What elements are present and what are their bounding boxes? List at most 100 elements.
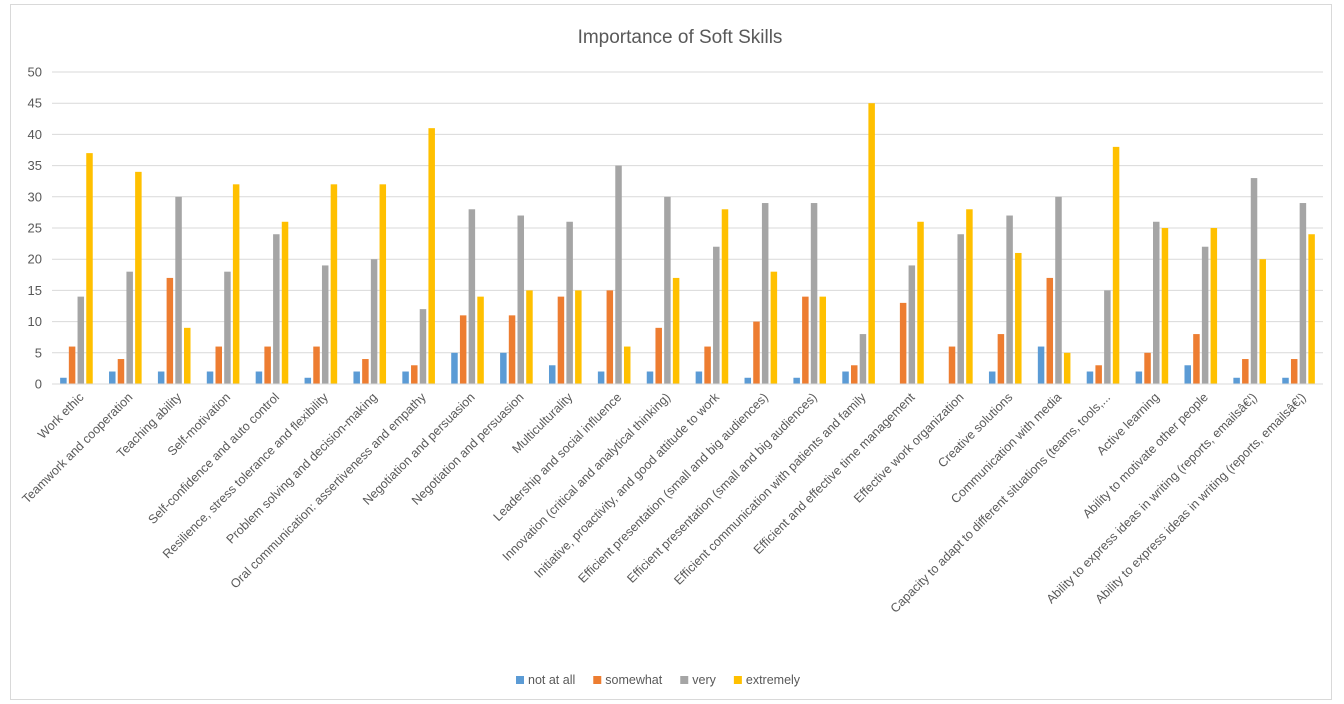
bar-not-at-all [109, 371, 116, 384]
bar-extremely [770, 271, 778, 384]
bar-not-at-all [842, 371, 849, 384]
legend-swatch [593, 676, 602, 684]
bar-somewhat [655, 327, 662, 384]
bar-somewhat [557, 296, 565, 384]
legend-item: very [680, 673, 717, 687]
bar-not-at-all [1184, 365, 1191, 384]
bar-not-at-all [402, 371, 409, 384]
bar-very [370, 259, 378, 384]
bar-somewhat [850, 365, 858, 384]
bar-very [957, 234, 964, 384]
bar-extremely [575, 290, 582, 384]
bar-extremely [672, 277, 680, 384]
y-tick-label: 5 [35, 345, 42, 360]
y-tick-label: 15 [28, 283, 42, 298]
legend-label: very [692, 673, 716, 687]
gridlines [52, 71, 1323, 354]
bar-extremely [1259, 259, 1266, 384]
bar-very [615, 165, 622, 384]
bar-extremely [1015, 252, 1022, 384]
bar-extremely [135, 171, 142, 384]
bar-somewhat [411, 365, 418, 384]
bar-very [224, 271, 231, 384]
y-tick-label: 30 [28, 189, 42, 204]
bar-extremely [184, 327, 191, 384]
bar-very [1250, 178, 1258, 384]
bar-extremely [526, 290, 533, 384]
bar-extremely [868, 103, 875, 384]
bar-extremely [1210, 228, 1218, 384]
bar-very [175, 196, 182, 384]
bar-not-at-all [157, 371, 165, 384]
bar-somewhat [117, 359, 125, 384]
bar-somewhat [606, 290, 614, 384]
bar-not-at-all [744, 377, 752, 384]
bar-not-at-all [548, 365, 556, 384]
bar-extremely [819, 296, 827, 384]
bar-extremely [281, 221, 289, 384]
bar-extremely [1112, 146, 1120, 384]
bar-extremely [1063, 352, 1071, 384]
bar-very [321, 265, 329, 384]
bar-not-at-all [1282, 377, 1289, 384]
bar-very [77, 296, 85, 384]
bar-extremely [966, 209, 973, 384]
bar-very [1201, 246, 1209, 384]
bar-somewhat [68, 346, 76, 384]
y-tick-label: 25 [28, 221, 42, 236]
bar-somewhat [753, 321, 760, 384]
bar-very [1299, 203, 1307, 384]
bar-somewhat [459, 315, 467, 384]
bar-extremely [1308, 234, 1315, 384]
bar-extremely [232, 184, 240, 384]
bar-somewhat [1193, 334, 1200, 384]
bar-not-at-all [988, 371, 996, 384]
legend-label: not at all [528, 673, 575, 687]
legend: not at all somewhat very extremely [516, 673, 801, 687]
bar-not-at-all [793, 377, 800, 384]
bar-not-at-all [60, 377, 67, 384]
bar-somewhat [704, 346, 711, 384]
bar-somewhat [1290, 359, 1298, 384]
y-tick-label: 35 [28, 158, 42, 173]
bar-very [810, 203, 818, 384]
bar-somewhat [1095, 365, 1102, 384]
bar-extremely [721, 209, 729, 384]
x-category-label: Innovation (critical and analytical thin… [500, 390, 674, 564]
bar-not-at-all [1086, 371, 1094, 384]
bar-very [468, 209, 476, 384]
bar-somewhat [508, 315, 516, 384]
bar-not-at-all [353, 371, 360, 384]
bar-very [126, 271, 133, 384]
bar-extremely [1161, 228, 1169, 384]
bar-not-at-all [206, 371, 214, 384]
legend-item: extremely [733, 673, 801, 687]
bar-very [517, 215, 525, 384]
bar-not-at-all [695, 371, 703, 384]
bar-somewhat [264, 346, 271, 384]
bar-extremely [379, 184, 387, 384]
bar-extremely [477, 296, 484, 384]
bar-extremely [86, 153, 93, 384]
bar-somewhat [313, 346, 320, 384]
bar-extremely [917, 221, 924, 384]
y-tick-label: 0 [35, 377, 42, 392]
bar-not-at-all [597, 371, 605, 384]
bar-somewhat [1242, 359, 1249, 384]
bar-somewhat [899, 302, 907, 384]
y-tick-label: 20 [28, 252, 42, 267]
bar-not-at-all [500, 352, 507, 384]
y-axis-ticks: 0 5 10 15 20 25 30 35 40 45 50 [28, 65, 42, 392]
bar-very [1006, 215, 1013, 384]
bar-not-at-all [304, 377, 312, 384]
bar-somewhat [948, 346, 956, 384]
legend-item: somewhat [593, 673, 663, 687]
bar-very [1153, 221, 1160, 384]
bar-very [859, 334, 867, 384]
bar-extremely [428, 128, 435, 384]
x-category-label: Initiative, proactivity, and good attitu… [532, 390, 723, 581]
bar-very [664, 196, 671, 384]
legend-label: extremely [746, 673, 801, 687]
bar-not-at-all [1135, 371, 1143, 384]
bar-somewhat [1046, 277, 1054, 384]
